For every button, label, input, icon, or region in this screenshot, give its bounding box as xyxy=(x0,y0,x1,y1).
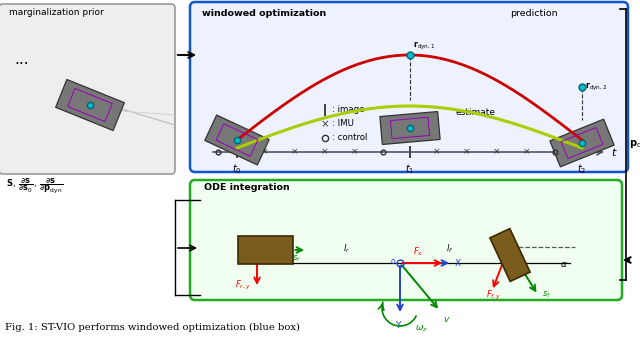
Text: ×: × xyxy=(321,147,329,156)
Text: v: v xyxy=(443,315,449,324)
Text: $l_f$: $l_f$ xyxy=(446,242,453,255)
Text: $\omega_z$: $\omega_z$ xyxy=(415,324,429,335)
Text: ...: ... xyxy=(14,52,29,68)
Text: ×: × xyxy=(261,147,269,156)
Text: X: X xyxy=(455,259,461,267)
Text: $t_1$: $t_1$ xyxy=(405,162,415,176)
Text: estimate: estimate xyxy=(455,108,495,117)
Polygon shape xyxy=(380,112,440,144)
Text: $s_r$: $s_r$ xyxy=(292,253,301,264)
Text: prediction: prediction xyxy=(510,9,557,18)
Text: $s_f$: $s_f$ xyxy=(542,290,551,300)
Text: $\mathbf{r}_{\mathrm{dyn,1}}$: $\mathbf{r}_{\mathrm{dyn,1}}$ xyxy=(413,40,435,52)
Text: $\mathbf{r}_{\mathrm{dyn,2}}$: $\mathbf{r}_{\mathrm{dyn,2}}$ xyxy=(585,81,607,93)
Polygon shape xyxy=(237,236,292,264)
Text: $\mathbf{S},\;\dfrac{\partial\mathbf{s}}{\partial\mathbf{s}_0},\;\dfrac{\partial: $\mathbf{S},\;\dfrac{\partial\mathbf{s}}… xyxy=(6,176,63,195)
Polygon shape xyxy=(490,228,530,282)
Text: $F_{r,y}$: $F_{r,y}$ xyxy=(235,279,251,292)
Text: ×: × xyxy=(493,147,500,156)
Text: $\mathbf{p}_{\mathrm{dyn}}$: $\mathbf{p}_{\mathrm{dyn}}$ xyxy=(629,138,640,151)
Text: ×: × xyxy=(291,147,299,156)
Text: $t_0$: $t_0$ xyxy=(232,162,242,176)
FancyBboxPatch shape xyxy=(0,4,175,174)
Text: $F_{f,y}$: $F_{f,y}$ xyxy=(486,288,502,301)
Text: ×: × xyxy=(351,147,359,156)
Text: windowed optimization: windowed optimization xyxy=(202,9,326,18)
Text: ×: × xyxy=(433,147,441,156)
Text: ×: × xyxy=(321,119,330,129)
Text: $F_{\mathrm{x}}$: $F_{\mathrm{x}}$ xyxy=(413,245,423,258)
Text: $t$: $t$ xyxy=(611,146,618,158)
Text: o: o xyxy=(390,258,396,266)
Text: Fig. 1: ST-VIO performs windowed optimization (blue box): Fig. 1: ST-VIO performs windowed optimiz… xyxy=(5,323,300,332)
FancyBboxPatch shape xyxy=(190,180,622,300)
Text: ×: × xyxy=(463,147,471,156)
Text: ODE integration: ODE integration xyxy=(204,183,290,192)
Text: $\alpha$: $\alpha$ xyxy=(560,260,568,269)
Polygon shape xyxy=(550,119,614,167)
Text: $l_r$: $l_r$ xyxy=(342,242,350,255)
Text: $t_2$: $t_2$ xyxy=(577,162,587,176)
Polygon shape xyxy=(56,79,124,130)
Text: : IMU: : IMU xyxy=(332,120,354,128)
Text: Y: Y xyxy=(396,321,401,330)
Text: marginalization prior: marginalization prior xyxy=(9,8,104,17)
Text: : image: : image xyxy=(332,105,365,115)
Polygon shape xyxy=(205,115,269,165)
Text: : control: : control xyxy=(332,134,367,143)
FancyBboxPatch shape xyxy=(190,2,628,172)
Text: ×: × xyxy=(524,147,531,156)
